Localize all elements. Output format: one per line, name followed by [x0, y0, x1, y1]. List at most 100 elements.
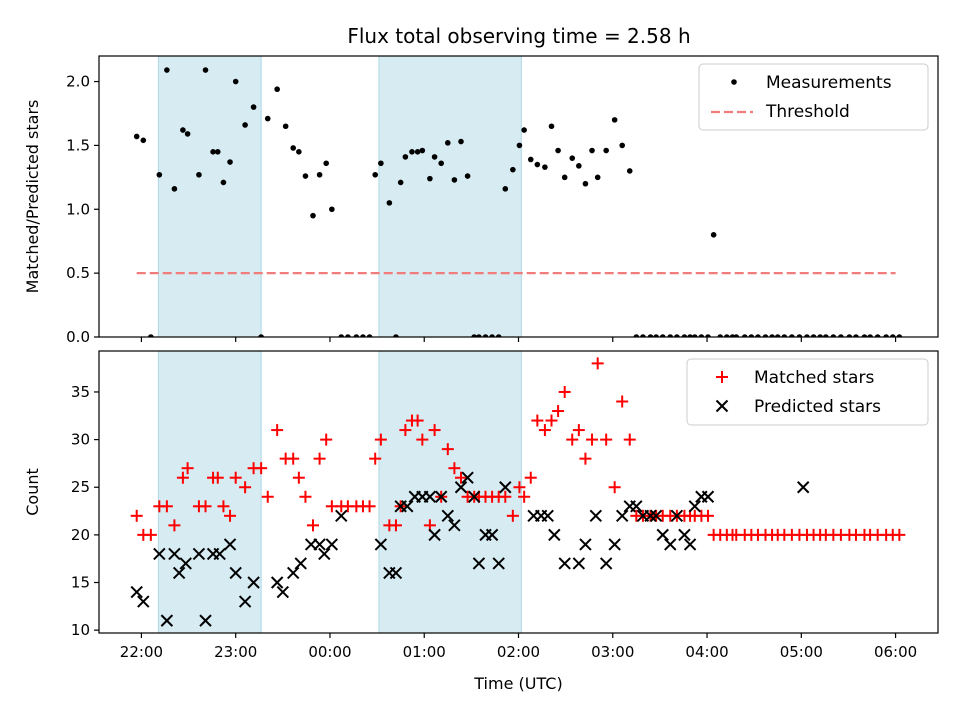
matched-point: [513, 481, 526, 494]
matched-point: [229, 471, 242, 484]
matched-point: [144, 528, 157, 541]
predicted-point-b: [423, 490, 437, 503]
predicted-point: [615, 509, 629, 523]
predicted-point-b: [441, 509, 455, 523]
predicted-point-b: [683, 538, 697, 551]
measurement-point: [171, 186, 178, 192]
predicted-point: [318, 547, 331, 561]
measurement-point: [476, 334, 482, 337]
measurement-point: [510, 166, 516, 173]
y-tick-label: 2.0: [66, 73, 90, 91]
predicted-point-b: [467, 490, 481, 503]
predicted-point-b: [608, 538, 621, 551]
y-tick-label: 10: [71, 621, 90, 639]
matched-point: [579, 452, 592, 465]
measurement-point: [329, 206, 335, 213]
matched-point: [320, 433, 333, 446]
measurement-point: [640, 334, 646, 337]
matched-point: [566, 433, 579, 446]
predicted-point-b: [325, 538, 339, 551]
predicted-point: [286, 566, 300, 580]
predicted-point-b: [137, 595, 150, 608]
predicted-point-b: [179, 557, 192, 570]
measurement-point: [202, 67, 209, 73]
measurement-point: [883, 334, 889, 337]
measurement-point: [603, 147, 609, 154]
matched-point: [524, 471, 537, 484]
predicted-point-b: [656, 528, 669, 542]
predicted-point-b: [541, 509, 554, 523]
measurement-point: [748, 334, 755, 337]
measurement-point: [464, 173, 471, 179]
matched-point: [160, 500, 173, 513]
measurement-point: [781, 334, 788, 337]
predicted-point: [374, 538, 388, 551]
measurement-point: [482, 334, 489, 337]
predicted-point: [199, 614, 212, 627]
measurement-point: [427, 175, 433, 182]
predicted-point-b: [389, 566, 403, 580]
matched-point: [411, 414, 424, 427]
shaded-interval: [378, 56, 522, 337]
figure-title: Flux total observing time = 2.58 h: [347, 24, 690, 48]
predicted-point: [423, 490, 437, 503]
predicted-point: [247, 576, 260, 589]
measurement-point: [250, 104, 257, 110]
measurement-point: [402, 154, 409, 160]
matched-point: [271, 424, 284, 437]
measurement-point: [164, 67, 170, 73]
predicted-point-b: [434, 490, 448, 503]
predicted-point-b: [796, 481, 810, 494]
predicted-point: [499, 481, 512, 494]
matched-point: [608, 481, 621, 494]
predicted-point-b: [172, 566, 186, 580]
measurement-point: [444, 140, 451, 146]
matched-point: [369, 452, 382, 465]
measurement-point: [838, 334, 844, 337]
matched-point: [261, 490, 274, 503]
predicted-point-b: [664, 538, 677, 551]
measurement-point: [489, 334, 495, 337]
measurement-point: [296, 148, 302, 155]
predicted-point-b: [160, 614, 174, 627]
predicted-point: [630, 500, 643, 513]
predicted-point-b: [238, 595, 252, 608]
predicted-point: [548, 528, 561, 542]
measurement-point: [414, 148, 421, 155]
predicted-point-b: [223, 538, 237, 551]
matched-point: [199, 500, 212, 513]
measurement-point: [419, 147, 426, 154]
predicted-point: [179, 557, 192, 570]
measurement-point: [796, 334, 803, 337]
measurement-point: [853, 334, 859, 337]
predicted-point: [589, 509, 603, 523]
shaded-interval: [157, 56, 262, 337]
predicted-point-b: [130, 585, 143, 599]
measurement-point: [156, 171, 163, 178]
y-axis-label: Count: [23, 468, 42, 516]
matched-point: [363, 500, 376, 513]
matched-point: [531, 414, 544, 427]
y-tick-label: 20: [71, 526, 90, 544]
measurement-point: [397, 179, 404, 186]
measurement-point: [148, 334, 154, 337]
predicted-point-b: [335, 509, 348, 523]
measurement-point: [810, 334, 817, 337]
plot-area: [130, 351, 906, 633]
measurement-point: [534, 161, 541, 168]
predicted-point-b: [630, 500, 643, 513]
matched-point: [893, 528, 906, 541]
legend: Matched stars Predicted stars: [686, 358, 929, 426]
matched-point: [454, 471, 467, 484]
predicted-point: [688, 500, 701, 513]
predicted-point: [485, 528, 499, 542]
predicted-point: [434, 490, 448, 503]
matched-point: [292, 471, 305, 484]
legend-label: Measurements: [766, 73, 892, 93]
matched-point: [616, 395, 629, 408]
predicted-point-b: [276, 585, 290, 599]
measurement-point: [393, 334, 399, 337]
predicted-point-b: [454, 481, 468, 494]
matched-point: [168, 519, 181, 532]
matched-point: [591, 357, 604, 370]
